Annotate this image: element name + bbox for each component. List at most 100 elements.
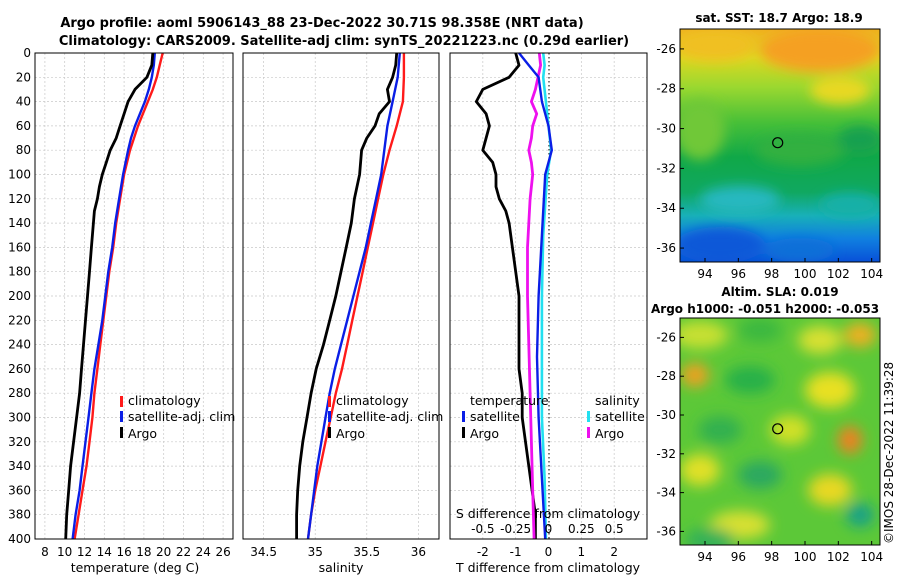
difference-legend-left: temperature satellite Argo <box>462 393 549 441</box>
salinity-legend: climatology satellite-adj. clim Argo <box>328 393 443 441</box>
salinity-tick-35.5: 35.5 <box>353 545 380 559</box>
sst-argo-location-marker <box>772 137 784 149</box>
depth-tick-200: 200 <box>8 289 31 303</box>
depth-tick-120: 120 <box>8 192 31 206</box>
salinity-satellite-line <box>306 52 401 540</box>
legend-argo-label: Argo <box>128 426 157 441</box>
map-lat-tick--28: -28 <box>656 369 676 383</box>
temperature-legend: climatology satellite-adj. clim Argo <box>120 393 235 441</box>
depth-tick-180: 180 <box>8 265 31 279</box>
legend-t-argo-label: Argo <box>470 426 499 441</box>
legend-satellite-label: satellite-adj. clim <box>336 409 443 424</box>
s-diff-tick-0: 0 <box>545 522 553 536</box>
map-lat-tick--34: -34 <box>656 201 676 215</box>
sst-map-panel: sat. SST: 18.7 Argo: 18.9 94 96 98 100 102 10… <box>656 11 883 281</box>
temperature-axes-frame <box>34 52 234 540</box>
depth-tick-320: 320 <box>8 435 31 449</box>
s-diff-tick-0.5: 0.5 <box>605 522 624 536</box>
depth-tick-labels: 0 20 40 60 80 100 120 140 160 180 200 220 240 260 280 3… <box>8 46 31 546</box>
map-lat-tick--30: -30 <box>656 408 676 422</box>
s-difference-tick-labels: -0.5 -0.25 0 0.25 0.5 <box>471 522 624 536</box>
salinity-tick-labels: 34.5 35 35.5 36 <box>250 545 426 559</box>
depth-tick-0: 0 <box>23 46 31 60</box>
map-lon-tick-98: 98 <box>764 267 779 281</box>
depth-tick-160: 160 <box>8 240 31 254</box>
temperature-tick-24: 24 <box>196 545 211 559</box>
depth-tick-340: 340 <box>8 459 31 473</box>
sla-map-subtitle: Argo h1000: -0.051 h2000: -0.053 <box>651 302 879 316</box>
legend-climatology-swatch <box>120 396 123 407</box>
map-lon-tick-100: 100 <box>794 267 817 281</box>
temperature-diff-satellite-line <box>518 52 553 540</box>
salinity-climatology-line <box>306 53 406 540</box>
s-diff-tick--0.25: -0.25 <box>500 522 531 536</box>
legend-argo-label: Argo <box>336 426 365 441</box>
t-diff-tick--2: -2 <box>477 545 489 559</box>
legend-t-satellite-label: satellite <box>470 409 520 424</box>
map-lon-tick-104: 104 <box>860 267 883 281</box>
depth-tick-240: 240 <box>8 338 31 352</box>
depth-tick-140: 140 <box>8 216 31 230</box>
difference-axes-frame <box>449 52 648 540</box>
temperature-series <box>64 52 164 540</box>
map-lat-tick--32: -32 <box>656 447 676 461</box>
map-lon-tick-94: 94 <box>697 550 712 564</box>
depth-tick-300: 300 <box>8 411 31 425</box>
legend-temperature-heading: temperature <box>470 393 549 408</box>
temperature-tick-10: 10 <box>57 545 72 559</box>
temperature-tick-18: 18 <box>136 545 151 559</box>
difference-series <box>474 52 553 540</box>
temperature-diff-argo-line <box>474 52 537 539</box>
salinity-tick-34.5: 34.5 <box>250 545 277 559</box>
salinity-xlabel: salinity <box>319 560 364 575</box>
map-lat-tick--28: -28 <box>656 82 676 96</box>
sst-map-title: sat. SST: 18.7 Argo: 18.9 <box>695 11 862 25</box>
temperature-xlabel: temperature (deg C) <box>71 560 200 575</box>
legend-climatology-label: climatology <box>336 393 409 408</box>
sla-map-image <box>680 318 880 545</box>
depth-tick-400: 400 <box>8 532 31 546</box>
legend-t-satellite-swatch <box>462 411 465 422</box>
temperature-tick-12: 12 <box>77 545 92 559</box>
depth-tick-380: 380 <box>8 508 31 522</box>
salinity-argo-line <box>295 52 399 539</box>
depth-tick-280: 280 <box>8 386 31 400</box>
legend-s-satellite-swatch <box>587 411 590 422</box>
map-lat-tick--36: -36 <box>656 524 676 538</box>
depth-tick-100: 100 <box>8 168 31 182</box>
salinity-tick-35: 35 <box>308 545 323 559</box>
sst-map-tick-labels: 94 96 98 100 102 104 -26 -28 -30 -32 -34 -36 <box>656 42 883 281</box>
legend-t-argo-swatch <box>462 427 465 438</box>
temperature-tick-8: 8 <box>41 545 49 559</box>
depth-tick-260: 260 <box>8 362 31 376</box>
sla-map-panel: Altim. SLA: 0.019 Argo h1000: -0.051 h20… <box>651 285 883 564</box>
salinity-axes-frame <box>242 52 440 540</box>
depth-tick-20: 20 <box>16 70 31 84</box>
temperature-tick-26: 26 <box>215 545 230 559</box>
temperature-tick-22: 22 <box>176 545 191 559</box>
salinity-diff-argo-line <box>526 52 542 540</box>
map-lon-tick-100: 100 <box>794 550 817 564</box>
map-lon-tick-102: 102 <box>827 267 850 281</box>
depth-tick-40: 40 <box>16 95 31 109</box>
difference-panel: S difference from climatology -0.5 -0.25 0… <box>449 52 648 575</box>
salinity-grid <box>243 52 439 540</box>
legend-climatology-swatch <box>328 396 331 407</box>
legend-satellite-swatch <box>328 411 331 422</box>
map-lon-tick-98: 98 <box>764 550 779 564</box>
temperature-argo-line <box>64 52 155 540</box>
map-lat-tick--26: -26 <box>656 330 676 344</box>
sla-map-title: Altim. SLA: 0.019 <box>721 285 838 299</box>
depth-tick-220: 220 <box>8 313 31 327</box>
legend-argo-swatch <box>120 427 123 438</box>
temperature-tick-16: 16 <box>116 545 131 559</box>
temperature-tick-14: 14 <box>97 545 112 559</box>
map-lat-tick--32: -32 <box>656 161 676 175</box>
legend-s-argo-label: Argo <box>595 426 624 441</box>
map-lon-tick-96: 96 <box>731 267 746 281</box>
legend-s-argo-swatch <box>587 427 590 438</box>
depth-tick-80: 80 <box>16 143 31 157</box>
imos-credit: ©IMOS 28-Dec-2022 11:39:28 <box>882 362 896 544</box>
legend-argo-swatch <box>328 427 331 438</box>
